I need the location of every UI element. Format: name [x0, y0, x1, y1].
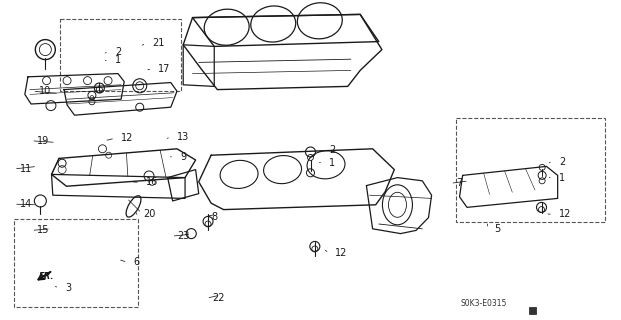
- Text: 12: 12: [121, 133, 134, 143]
- Text: 1: 1: [559, 172, 565, 183]
- Text: 14: 14: [20, 199, 32, 209]
- Bar: [60, 19, 181, 91]
- Text: 12: 12: [559, 209, 571, 220]
- Text: 2: 2: [115, 47, 121, 57]
- Text: 23: 23: [178, 231, 190, 241]
- Text: 15: 15: [37, 225, 50, 236]
- Text: 10: 10: [39, 86, 51, 96]
- Text: 5: 5: [494, 224, 500, 234]
- Bar: [529, 307, 536, 314]
- Text: 9: 9: [180, 152, 186, 163]
- Bar: [14, 219, 138, 307]
- Text: 12: 12: [335, 248, 348, 258]
- Text: 16: 16: [146, 177, 158, 188]
- Text: 13: 13: [177, 132, 189, 142]
- Text: 8: 8: [211, 212, 217, 222]
- Text: 20: 20: [143, 209, 155, 220]
- Text: 1: 1: [329, 158, 335, 168]
- Text: 22: 22: [212, 293, 225, 303]
- Text: 6: 6: [134, 257, 140, 268]
- Text: 17: 17: [158, 64, 171, 74]
- Text: 2: 2: [559, 156, 565, 167]
- Text: 19: 19: [37, 136, 50, 146]
- Text: FR.: FR.: [39, 272, 54, 281]
- Text: 21: 21: [152, 38, 165, 48]
- Text: S0K3-E0315: S0K3-E0315: [461, 299, 507, 308]
- Text: 3: 3: [65, 283, 71, 293]
- Text: 2: 2: [329, 145, 335, 156]
- Bar: [456, 118, 605, 222]
- Text: 1: 1: [115, 55, 121, 65]
- Text: 7: 7: [456, 178, 463, 188]
- Text: 11: 11: [20, 164, 32, 174]
